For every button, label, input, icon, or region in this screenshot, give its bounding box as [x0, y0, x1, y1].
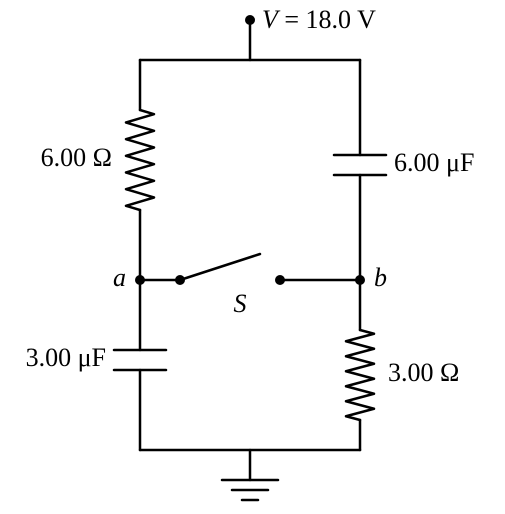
capacitor-right-label: 6.00 μF — [394, 148, 474, 177]
resistor-left-label: 6.00 Ω — [41, 143, 112, 172]
switch-label: S — [234, 289, 247, 318]
node-a-label: a — [113, 263, 126, 292]
capacitor-left-label: 3.00 μF — [26, 343, 106, 372]
node-b-label: b — [374, 263, 387, 292]
resistor-right-label: 3.00 Ω — [388, 358, 459, 387]
source-label: V = 18.0 V — [262, 5, 376, 34]
